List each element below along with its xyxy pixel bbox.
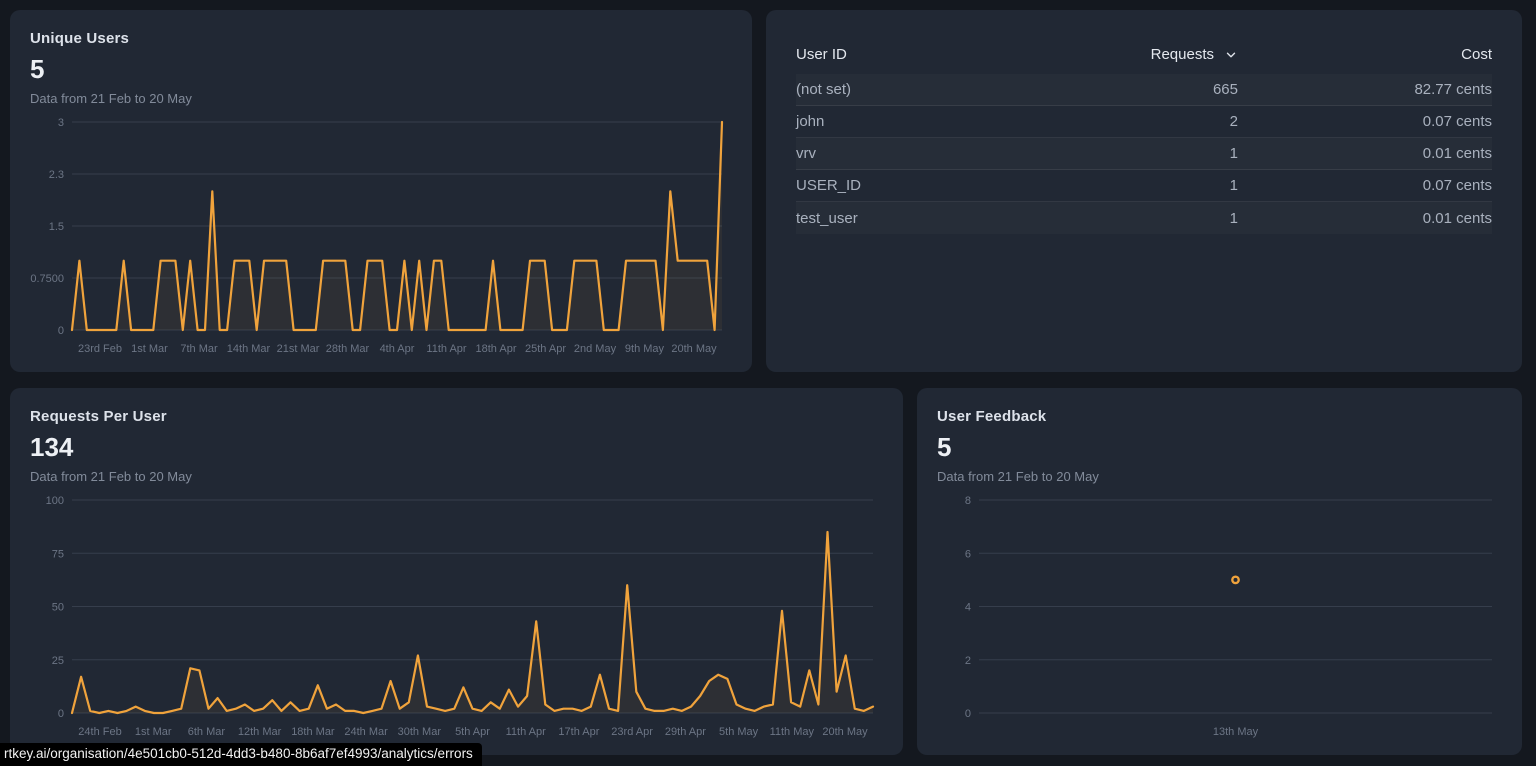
table-row: USER_ID 1 0.07 cents <box>796 170 1492 202</box>
user-feedback-value: 5 <box>937 432 952 462</box>
requests-cell: 665 <box>1212 81 1238 98</box>
svg-text:0: 0 <box>58 708 64 720</box>
svg-text:2: 2 <box>965 655 971 667</box>
requests-cell: 1 <box>1229 209 1238 227</box>
svg-text:4th Apr: 4th Apr <box>380 343 415 355</box>
user-feedback-title: User Feedback <box>937 408 1047 425</box>
table-row: john 2 0.07 cents <box>796 106 1492 138</box>
svg-text:23rd Apr: 23rd Apr <box>611 726 653 738</box>
svg-text:8: 8 <box>965 495 971 507</box>
cost-cell: 0.01 cents <box>1422 209 1492 227</box>
requests-per-user-title: Requests Per User <box>30 408 167 425</box>
sort-chevron-down-icon[interactable] <box>1224 48 1238 62</box>
table-row: vrv 1 0.01 cents <box>796 138 1492 170</box>
svg-text:20th May: 20th May <box>671 343 717 355</box>
requests-per-user-value: 134 <box>30 432 74 462</box>
svg-text:21st Mar: 21st Mar <box>277 343 320 355</box>
svg-text:18th Apr: 18th Apr <box>476 343 517 355</box>
unique-users-date-range: Data from 21 Feb to 20 May <box>30 91 192 106</box>
cost-cell: 0.07 cents <box>1422 177 1492 194</box>
svg-text:30th Mar: 30th Mar <box>398 726 442 738</box>
svg-text:0: 0 <box>965 708 971 720</box>
svg-text:3: 3 <box>58 117 64 129</box>
svg-text:5th May: 5th May <box>719 726 759 738</box>
svg-text:11th May: 11th May <box>770 726 815 738</box>
requests-cell: 2 <box>1229 113 1238 130</box>
svg-text:28th Mar: 28th Mar <box>326 343 370 355</box>
unique-users-chart[interactable]: 3 2.3 1.5 0.7500 0 23rd Feb 1st Mar 7th Mar 14th… <box>26 110 736 360</box>
user-table-panel: User ID Requests Cost (not set) 665 82.77 … <box>766 10 1522 372</box>
svg-text:1.5: 1.5 <box>49 221 64 233</box>
svg-text:18th Mar: 18th Mar <box>291 726 335 738</box>
svg-text:25: 25 <box>52 655 64 667</box>
svg-text:0.7500: 0.7500 <box>30 273 64 285</box>
table-row: test_user 1 0.01 cents <box>796 202 1492 234</box>
svg-text:0: 0 <box>58 325 64 337</box>
svg-text:20th May: 20th May <box>822 726 868 738</box>
user-id-cell: (not set) <box>796 81 852 98</box>
svg-text:2.3: 2.3 <box>49 169 64 181</box>
svg-text:100: 100 <box>46 495 64 507</box>
requests-per-user-date-range: Data from 21 Feb to 20 May <box>30 469 192 484</box>
column-header-requests[interactable]: Requests <box>1028 46 1238 63</box>
column-header-user-id[interactable]: User ID <box>796 45 847 63</box>
svg-text:7th Mar: 7th Mar <box>180 343 218 355</box>
requests-per-user-panel: Requests Per User 134 Data from 21 Feb t… <box>10 388 903 755</box>
svg-text:5th Apr: 5th Apr <box>455 726 490 738</box>
unique-users-title: Unique Users <box>30 30 130 47</box>
svg-text:17th Apr: 17th Apr <box>558 726 599 738</box>
svg-text:1st Mar: 1st Mar <box>135 726 172 738</box>
svg-text:29th Apr: 29th Apr <box>665 726 706 738</box>
requests-cell: 1 <box>1229 177 1238 194</box>
svg-text:6th Mar: 6th Mar <box>188 726 226 738</box>
svg-text:6: 6 <box>965 548 971 560</box>
svg-text:4: 4 <box>965 602 971 614</box>
svg-text:9th May: 9th May <box>625 343 665 355</box>
requests-cell: 1 <box>1229 145 1238 162</box>
svg-text:23rd Feb: 23rd Feb <box>78 343 122 355</box>
unique-users-panel: Unique Users 5 Data from 21 Feb to 20 Ma… <box>10 10 752 372</box>
user-table-header: User ID Requests Cost <box>796 34 1492 74</box>
svg-text:13th May: 13th May <box>1213 726 1259 738</box>
user-id-cell: john <box>796 113 825 130</box>
cost-cell: 0.07 cents <box>1422 113 1492 130</box>
svg-text:11th Apr: 11th Apr <box>506 726 546 738</box>
cost-cell: 82.77 cents <box>1414 81 1492 98</box>
user-feedback-date-range: Data from 21 Feb to 20 May <box>937 469 1099 484</box>
svg-text:50: 50 <box>52 602 64 614</box>
user-id-cell: USER_ID <box>796 177 862 194</box>
user-feedback-panel: User Feedback 5 Data from 21 Feb to 20 M… <box>917 388 1522 755</box>
svg-text:2nd May: 2nd May <box>574 343 617 355</box>
svg-text:24th Mar: 24th Mar <box>344 726 388 738</box>
svg-text:24th Feb: 24th Feb <box>78 726 121 738</box>
svg-text:75: 75 <box>52 548 64 560</box>
status-url-bar: rtkey.ai/organisation/4e501cb0-512d-4dd3… <box>0 743 482 766</box>
svg-text:1st Mar: 1st Mar <box>131 343 168 355</box>
column-header-cost[interactable]: Cost <box>1461 45 1492 63</box>
user-table-body: (not set) 665 82.77 cents john 2 0.07 cents vr… <box>796 74 1492 234</box>
svg-text:14th Mar: 14th Mar <box>227 343 271 355</box>
requests-per-user-chart[interactable]: 100 75 50 25 0 24th Feb 1st Mar 6th Mar 12th Mar… <box>26 488 887 743</box>
user-feedback-chart[interactable]: 8 6 4 2 0 13th May <box>933 488 1506 743</box>
user-table: User ID Requests Cost (not set) 665 82.77 … <box>796 34 1492 234</box>
user-id-cell: test_user <box>796 209 858 227</box>
user-id-cell: vrv <box>796 145 816 162</box>
table-row: (not set) 665 82.77 cents <box>796 74 1492 106</box>
svg-text:25th Apr: 25th Apr <box>525 343 566 355</box>
svg-text:12th Mar: 12th Mar <box>238 726 282 738</box>
svg-text:11th Apr: 11th Apr <box>426 343 466 355</box>
cost-cell: 0.01 cents <box>1422 145 1492 162</box>
unique-users-value: 5 <box>30 54 45 84</box>
